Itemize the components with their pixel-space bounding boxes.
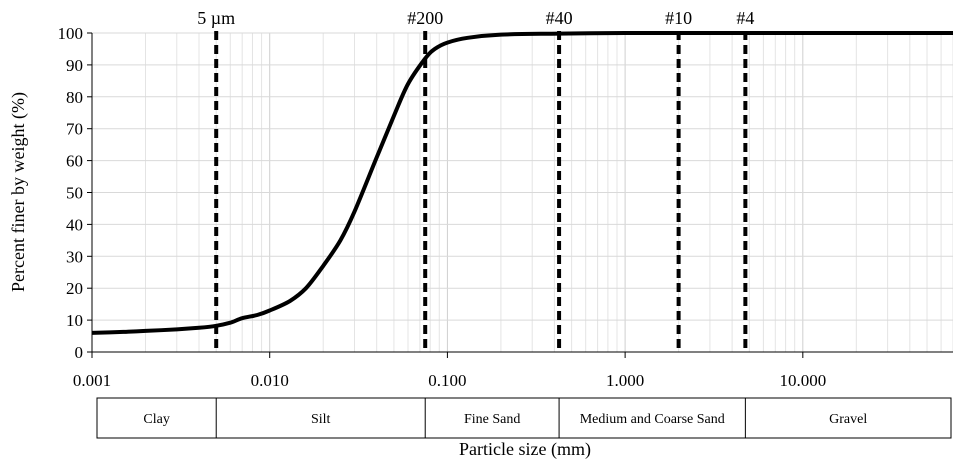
axes: 0 10 20 30 40 50 60 70 80 90 100 0.001 0.010 0.100 1.0… bbox=[58, 24, 953, 390]
band-label: Clay bbox=[143, 412, 169, 427]
y-tick-label: 50 bbox=[66, 184, 83, 203]
y-tick-label: 90 bbox=[66, 56, 83, 75]
x-tick-label: 10.000 bbox=[779, 371, 826, 390]
band-label: Gravel bbox=[829, 412, 867, 427]
y-tick-label: 60 bbox=[66, 152, 83, 171]
x-tick-label: 0.001 bbox=[73, 371, 111, 390]
y-tick-label: 20 bbox=[66, 279, 83, 298]
band-label: Fine Sand bbox=[464, 412, 520, 427]
x-tick-label: 1.000 bbox=[606, 371, 644, 390]
soil-classification-bands: Clay Silt Fine Sand Medium and Coarse Sand G… bbox=[96, 397, 952, 439]
y-tick-label: 30 bbox=[66, 247, 83, 266]
y-tick-label: 80 bbox=[66, 88, 83, 107]
reference-label: #40 bbox=[546, 8, 573, 28]
x-tick-label: 0.010 bbox=[251, 371, 289, 390]
reference-label: #4 bbox=[736, 8, 754, 28]
y-tick-label: 100 bbox=[58, 24, 84, 43]
grid bbox=[91, 32, 953, 353]
reference-label: 5 µm bbox=[197, 8, 235, 28]
y-tick-label: 0 bbox=[75, 343, 84, 362]
reference-label: #200 bbox=[407, 8, 443, 28]
y-axis-title: Percent finer by weight (%) bbox=[8, 92, 29, 292]
y-tick-label: 10 bbox=[66, 311, 83, 330]
x-tick-label: 0.100 bbox=[428, 371, 466, 390]
x-axis-title: Particle size (mm) bbox=[459, 439, 591, 460]
band-frame bbox=[96, 397, 952, 439]
gradation-curve bbox=[91, 30, 953, 335]
reference-label: #10 bbox=[665, 8, 692, 28]
curve-layer bbox=[91, 30, 953, 335]
band-label: Silt bbox=[311, 412, 331, 427]
reference-lines: 5 µm #200 #40 #10 #4 bbox=[197, 8, 754, 352]
y-tick-label: 70 bbox=[66, 120, 83, 139]
band-label: Medium and Coarse Sand bbox=[580, 412, 725, 427]
y-tick-label: 40 bbox=[66, 215, 83, 234]
